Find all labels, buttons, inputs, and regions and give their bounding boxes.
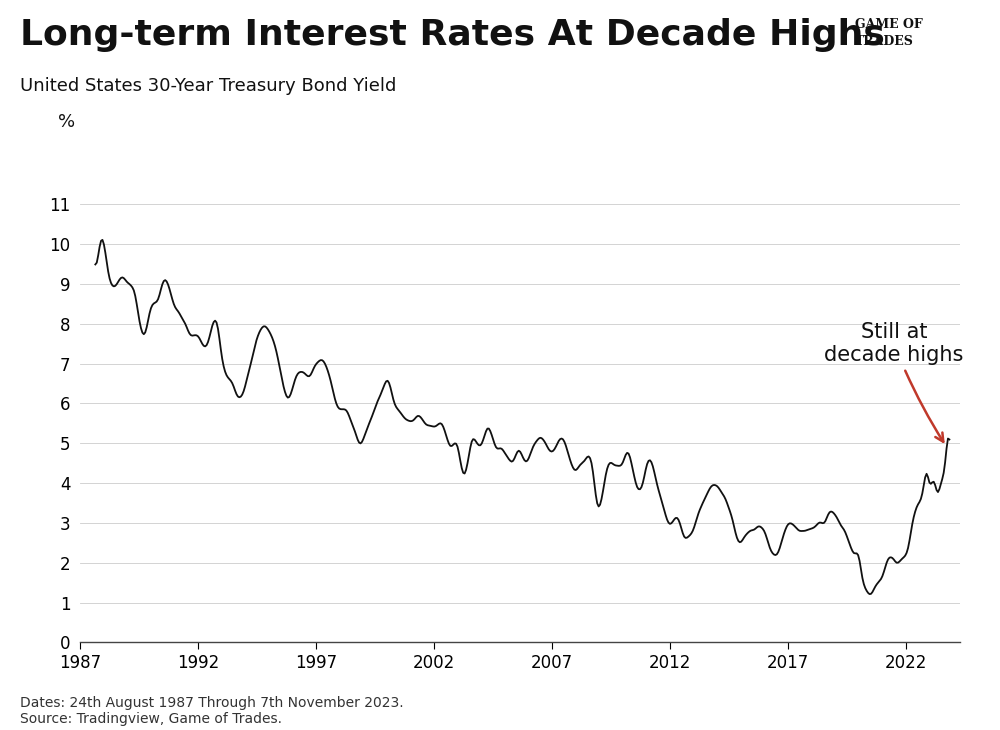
Text: Still at
decade highs: Still at decade highs (824, 322, 964, 442)
Text: United States 30-Year Treasury Bond Yield: United States 30-Year Treasury Bond Yiel… (20, 77, 396, 95)
Text: Long-term Interest Rates At Decade Highs: Long-term Interest Rates At Decade Highs (20, 18, 885, 53)
Text: %: % (58, 113, 75, 131)
Text: GAME OF
TRADES: GAME OF TRADES (855, 18, 923, 48)
Text: Dates: 24th August 1987 Through 7th November 2023.
Source: Tradingview, Game of : Dates: 24th August 1987 Through 7th Nove… (20, 696, 404, 726)
